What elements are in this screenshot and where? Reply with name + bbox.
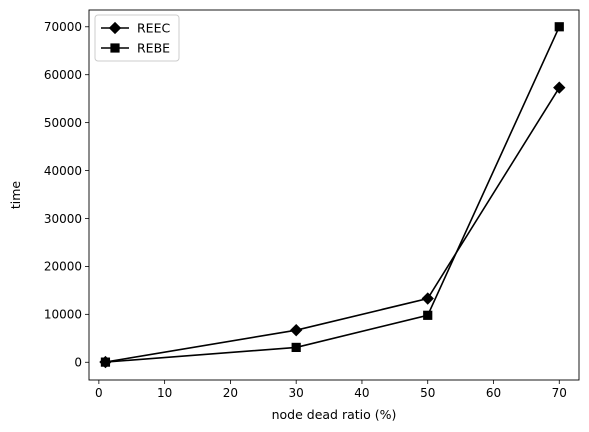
data-point [421, 292, 434, 305]
data-point [291, 342, 301, 353]
data-point [553, 81, 566, 94]
x-axis-title: node dead ratio (%) [272, 407, 397, 422]
x-tick-label: 10 [157, 386, 172, 400]
y-tick-label: 10000 [44, 308, 82, 322]
x-tick-label: 30 [289, 386, 304, 400]
legend-marker [108, 21, 122, 35]
y-tick-label: 60000 [44, 68, 82, 82]
y-tick-label: 40000 [44, 164, 82, 178]
legend-marker [110, 43, 120, 53]
legend-label: REBE [137, 41, 170, 56]
x-tick-label: 50 [420, 386, 435, 400]
data-point [554, 22, 564, 32]
y-tick-label: 20000 [44, 260, 82, 274]
x-tick-label: 20 [223, 386, 238, 400]
series-line [105, 26, 560, 363]
x-tick-label: 40 [354, 386, 369, 400]
y-tick-label: 0 [74, 356, 82, 370]
data-point [423, 310, 433, 320]
legend-entries: REEC REBE [101, 21, 170, 56]
series-line [105, 87, 560, 363]
plot-layer [99, 22, 566, 369]
x-tick-label: 70 [552, 386, 567, 400]
data-point [290, 323, 303, 337]
x-tick-label: 0 [95, 386, 103, 400]
y-tick-label: 50000 [44, 116, 82, 130]
data-point [100, 357, 111, 367]
legend-label: REEC [137, 21, 170, 36]
y-axis-title: time [8, 181, 23, 210]
axes-frame [88, 9, 580, 381]
y-tick-label: 70000 [44, 20, 82, 34]
y-tick-label: 30000 [44, 212, 82, 226]
ticks-layer: 0 10 20 30 40 50 60 70 0 10000 20000 30000 40000 5000… [44, 20, 567, 400]
legend: REEC REBE [94, 14, 180, 62]
x-tick-label: 60 [486, 386, 501, 400]
